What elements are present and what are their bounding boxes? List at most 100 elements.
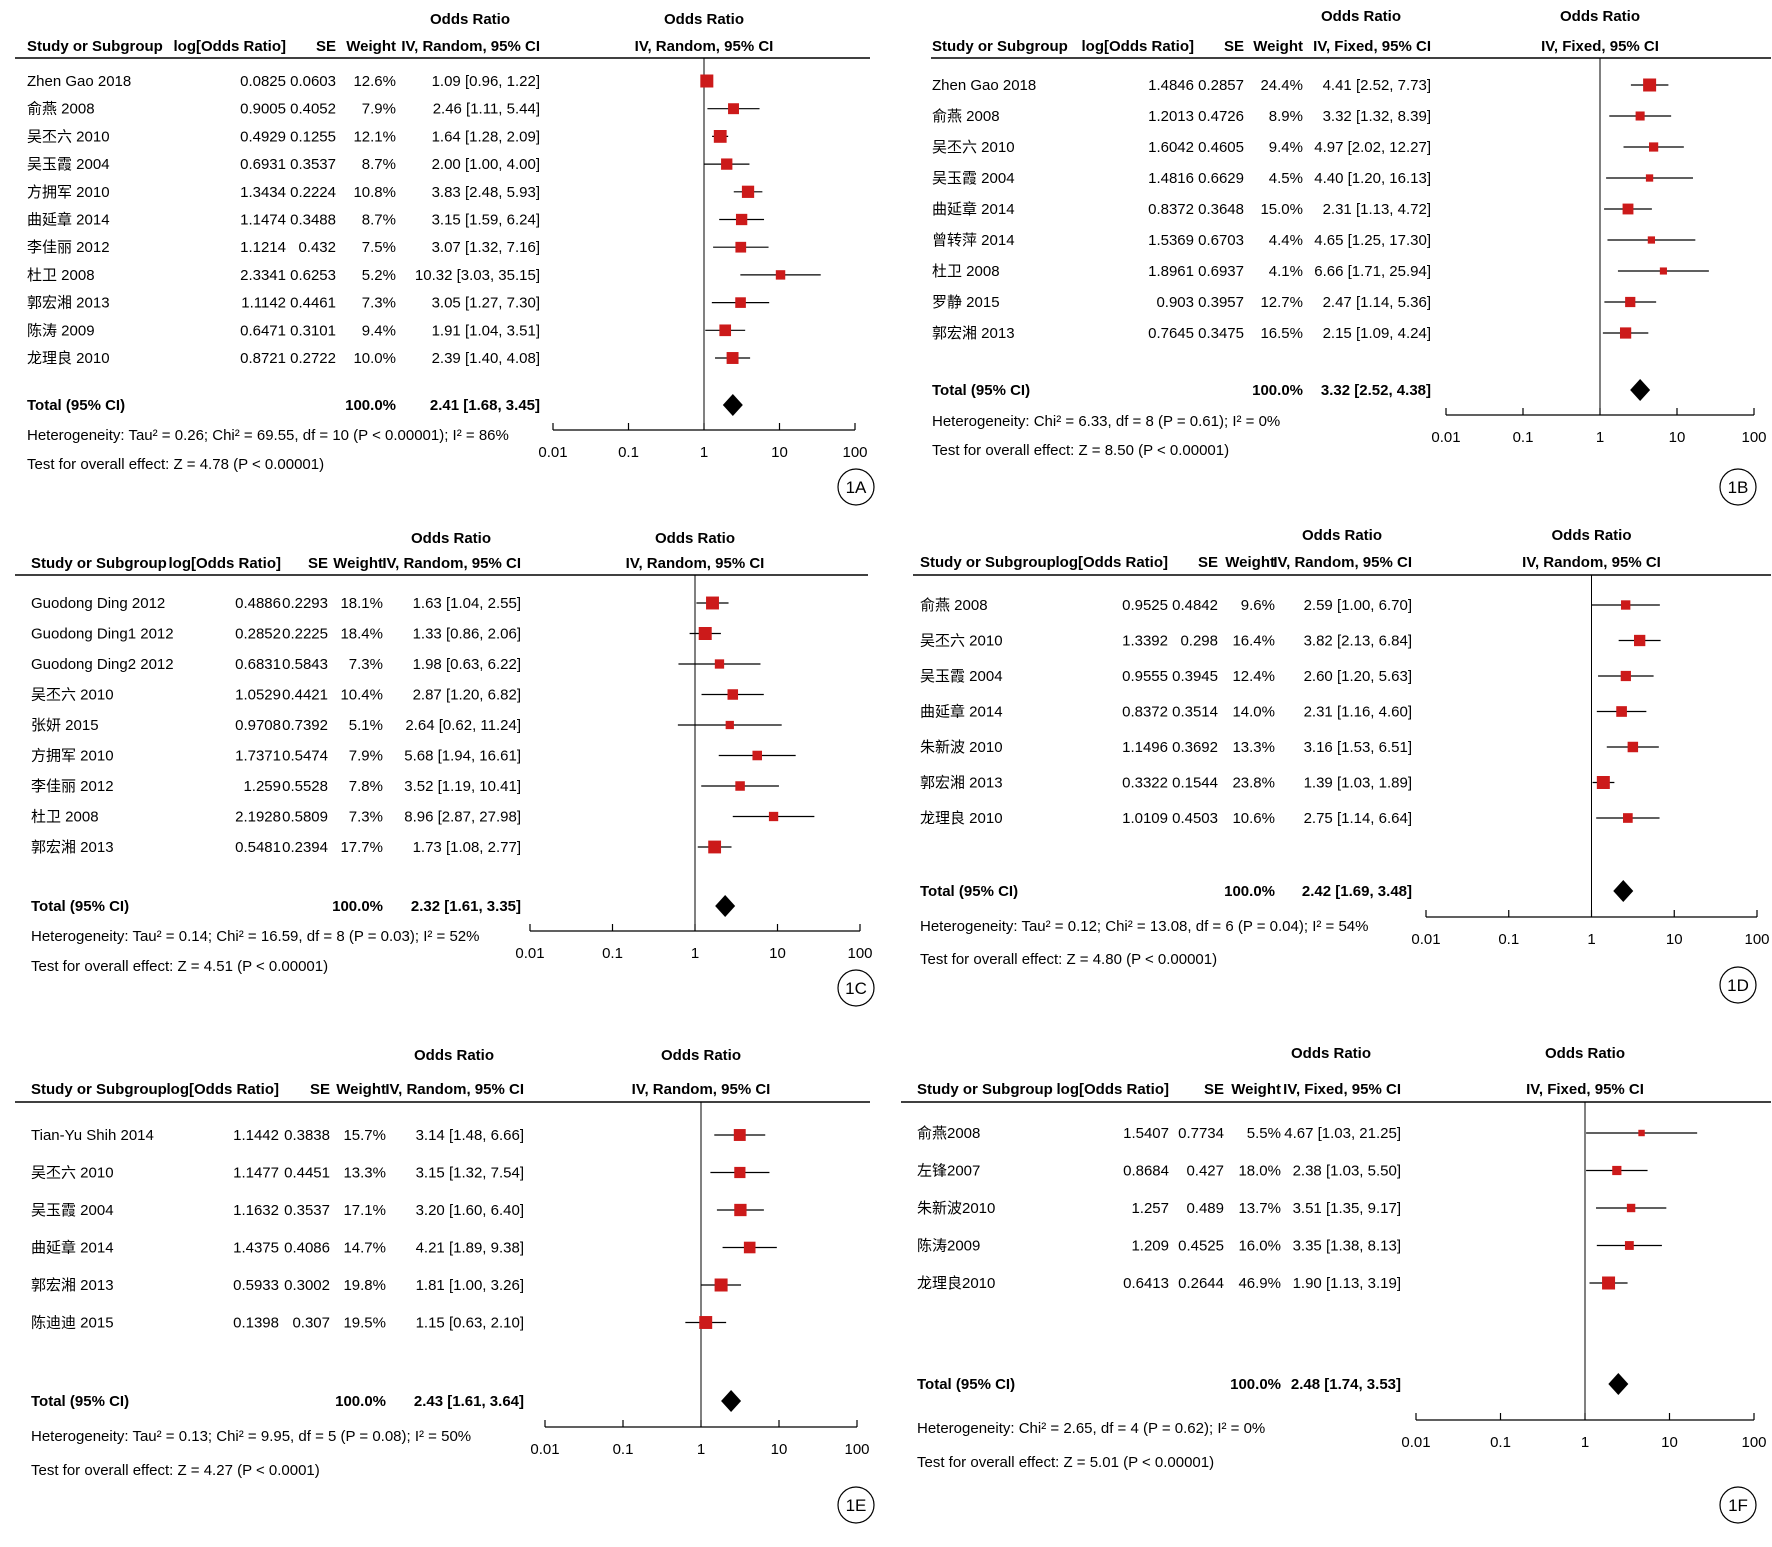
- study-se: 0.5809: [282, 809, 328, 826]
- point-estimate-square: [735, 781, 745, 791]
- overall-effect-text: Test for overall effect: Z = 8.50 (P < 0…: [932, 442, 1229, 459]
- study-weight: 16.5%: [1260, 325, 1303, 342]
- study-log-or: 1.3434: [240, 184, 286, 201]
- study-weight: 13.7%: [1238, 1200, 1281, 1217]
- point-estimate-square: [743, 1241, 756, 1254]
- total-ci: 3.32 [2.52, 4.38]: [1321, 382, 1431, 399]
- study-se: 0.427: [1186, 1163, 1224, 1180]
- point-estimate-square: [706, 596, 719, 610]
- x-tick-label: 100: [847, 945, 872, 962]
- point-estimate-square: [735, 213, 748, 226]
- study-ci: 4.65 [1.25, 17.30]: [1314, 232, 1431, 249]
- panel-label: 1B: [1728, 478, 1749, 497]
- point-estimate-square: [775, 270, 786, 280]
- study-weight: 7.3%: [349, 656, 383, 673]
- pooled-diamond: [1630, 379, 1651, 401]
- effect-title-left: Odds Ratio: [1291, 1045, 1371, 1062]
- point-estimate-square: [719, 324, 732, 337]
- effect-title-right: Odds Ratio: [1545, 1045, 1625, 1062]
- x-tick-label: 0.1: [618, 444, 639, 461]
- study-name: 吴玉霞 2004: [31, 1202, 114, 1219]
- study-se: 0.4605: [1198, 139, 1244, 156]
- point-estimate-square: [1624, 1241, 1634, 1250]
- col-header-weight: Weight: [336, 1081, 386, 1098]
- study-name: 龙理良 2010: [920, 810, 1003, 827]
- study-ci: 1.91 [1.04, 3.51]: [432, 322, 540, 339]
- point-estimate-square: [700, 74, 714, 88]
- study-se: 0.4052: [290, 101, 336, 118]
- study-name: 左锋2007: [917, 1163, 980, 1180]
- panel-label-circle: [837, 969, 875, 1007]
- point-estimate-square: [708, 840, 722, 854]
- x-tick-label: 100: [1741, 429, 1766, 446]
- study-weight: 18.0%: [1238, 1163, 1281, 1180]
- study-ci: 2.60 [1.20, 5.63]: [1304, 668, 1412, 685]
- col-header-method: IV, Fixed, 95% CI: [1313, 38, 1431, 55]
- study-se: 0.4421: [282, 687, 328, 704]
- study-name: Zhen Gao 2018: [932, 77, 1036, 94]
- total-weight: 100.0%: [332, 898, 383, 915]
- study-name: 朱新波2010: [917, 1200, 995, 1217]
- point-estimate-square: [714, 659, 725, 669]
- study-log-or: 0.6471: [240, 322, 286, 339]
- study-log-or: 0.9525: [1122, 597, 1168, 614]
- study-name: 龙理良2010: [917, 1275, 995, 1292]
- point-estimate-square: [727, 689, 739, 700]
- study-name: 张妍 2015: [31, 717, 99, 734]
- study-log-or: 1.7371: [235, 748, 281, 765]
- col-header-study: Study or Subgroup: [932, 38, 1068, 55]
- panel-label-circle: [1719, 468, 1757, 506]
- point-estimate-square: [1620, 670, 1631, 682]
- study-log-or: 1.1142: [241, 295, 286, 312]
- x-tick-label: 10: [1666, 931, 1683, 948]
- study-weight: 4.1%: [1269, 263, 1303, 280]
- study-name: 郭宏湘 2013: [920, 775, 1003, 792]
- col-header-weight: Weight: [333, 555, 383, 572]
- study-log-or: 0.6413: [1123, 1275, 1169, 1292]
- study-se: 0.307: [292, 1315, 330, 1332]
- study-log-or: 1.1477: [233, 1165, 279, 1182]
- effect-title-right: Odds Ratio: [655, 530, 735, 547]
- total-label: Total (95% CI): [932, 382, 1030, 399]
- study-weight: 14.7%: [343, 1240, 386, 1257]
- study-weight: 24.4%: [1260, 77, 1303, 94]
- study-weight: 5.1%: [349, 717, 383, 734]
- study-ci: 3.83 [2.48, 5.93]: [432, 184, 540, 201]
- study-se: 0.7392: [282, 717, 328, 734]
- total-weight: 100.0%: [1224, 883, 1275, 900]
- study-weight: 5.2%: [362, 267, 396, 284]
- study-ci: 3.07 [1.32, 7.16]: [432, 239, 540, 256]
- study-name: 吴丕六 2010: [932, 139, 1015, 156]
- study-ci: 2.39 [1.40, 4.08]: [432, 350, 540, 367]
- study-ci: 1.81 [1.00, 3.26]: [416, 1277, 524, 1294]
- study-name: 李佳丽 2012: [31, 778, 114, 795]
- study-weight: 9.4%: [362, 322, 396, 339]
- panel-label: 1A: [846, 478, 867, 497]
- study-ci: 3.35 [1.38, 8.13]: [1293, 1238, 1401, 1255]
- study-ci: 1.64 [1.28, 2.09]: [432, 128, 540, 145]
- x-tick-label: 0.01: [1431, 429, 1460, 446]
- study-se: 0.6253: [290, 267, 336, 284]
- study-se: 0.1255: [290, 128, 336, 145]
- study-se: 0.5528: [282, 778, 328, 795]
- panel-label-circle: [837, 1486, 875, 1524]
- point-estimate-square: [713, 130, 727, 143]
- col-header-study: Study or Subgroup: [917, 1081, 1053, 1098]
- study-weight: 17.7%: [340, 839, 383, 856]
- study-ci: 8.96 [2.87, 27.98]: [404, 809, 521, 826]
- study-ci: 6.66 [1.71, 25.94]: [1314, 263, 1431, 280]
- study-weight: 9.4%: [1269, 139, 1303, 156]
- total-label: Total (95% CI): [31, 898, 129, 915]
- forest-plot-1D-svg: Odds Ratio Odds Ratio Study or Subgroup log…: [913, 527, 1771, 1004]
- study-se: 0.432: [298, 239, 336, 256]
- total-label: Total (95% CI): [920, 883, 1018, 900]
- study-weight: 17.1%: [343, 1202, 386, 1219]
- point-estimate-square: [728, 103, 739, 115]
- study-ci: 1.39 [1.03, 1.89]: [1304, 775, 1412, 792]
- study-weight: 7.3%: [349, 809, 383, 826]
- forest-plot-1C-svg: Odds Ratio Odds Ratio Study or Subgroup log…: [15, 530, 875, 1007]
- study-log-or: 2.3341: [240, 267, 286, 284]
- col-header-method: IV, Random, 95% CI: [401, 38, 540, 55]
- study-weight: 8.7%: [362, 156, 396, 173]
- point-estimate-square: [1626, 1203, 1636, 1213]
